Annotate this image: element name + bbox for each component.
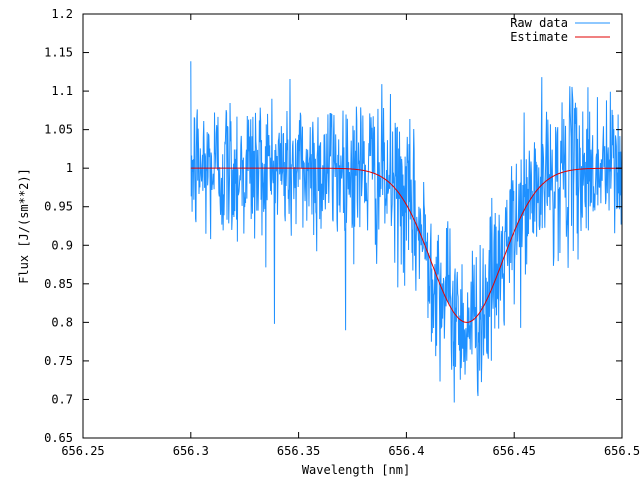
estimate-line	[190, 167, 622, 323]
y-tick-label: 1	[66, 161, 73, 175]
x-axis-ticks: 656.25 656.3 656.35 656.4 656.45 656.5	[61, 14, 640, 458]
x-tick-label: 656.25	[61, 444, 104, 458]
x-tick-label: 656.3	[173, 444, 209, 458]
y-tick-label: 0.7	[51, 392, 73, 406]
x-axis-label: Wavelength [nm]	[302, 463, 410, 477]
y-tick-label: 0.85	[44, 277, 73, 291]
x-tick-label: 656.5	[604, 444, 640, 458]
y-tick-label: 0.95	[44, 200, 73, 214]
y-tick-label: 1.1	[51, 84, 73, 98]
y-axis-ticks: 0.65 0.7 0.75 0.8 0.85 0.9 0.95 1 1.05 1.1 1.15 1.2	[44, 7, 622, 445]
estimate-layer	[190, 167, 622, 323]
y-tick-label: 1.05	[44, 123, 73, 137]
raw-data-line	[190, 61, 623, 403]
y-tick-label: 0.65	[44, 431, 73, 445]
x-tick-label: 656.4	[388, 444, 424, 458]
y-tick-label: 1.15	[44, 46, 73, 60]
legend-raw-label: Raw data	[510, 16, 568, 30]
y-tick-label: 0.75	[44, 354, 73, 368]
y-tick-label: 1.2	[51, 7, 73, 21]
raw-data-layer	[190, 61, 623, 403]
y-tick-label: 0.9	[51, 238, 73, 252]
y-axis-label: Flux [J/(sm**2)]	[17, 168, 31, 284]
x-tick-label: 656.45	[493, 444, 536, 458]
legend-estimate-label: Estimate	[510, 30, 568, 44]
y-tick-label: 0.8	[51, 315, 73, 329]
legend: Raw data Estimate	[510, 16, 610, 44]
plot-frame	[82, 13, 623, 439]
x-tick-label: 656.35	[277, 444, 320, 458]
